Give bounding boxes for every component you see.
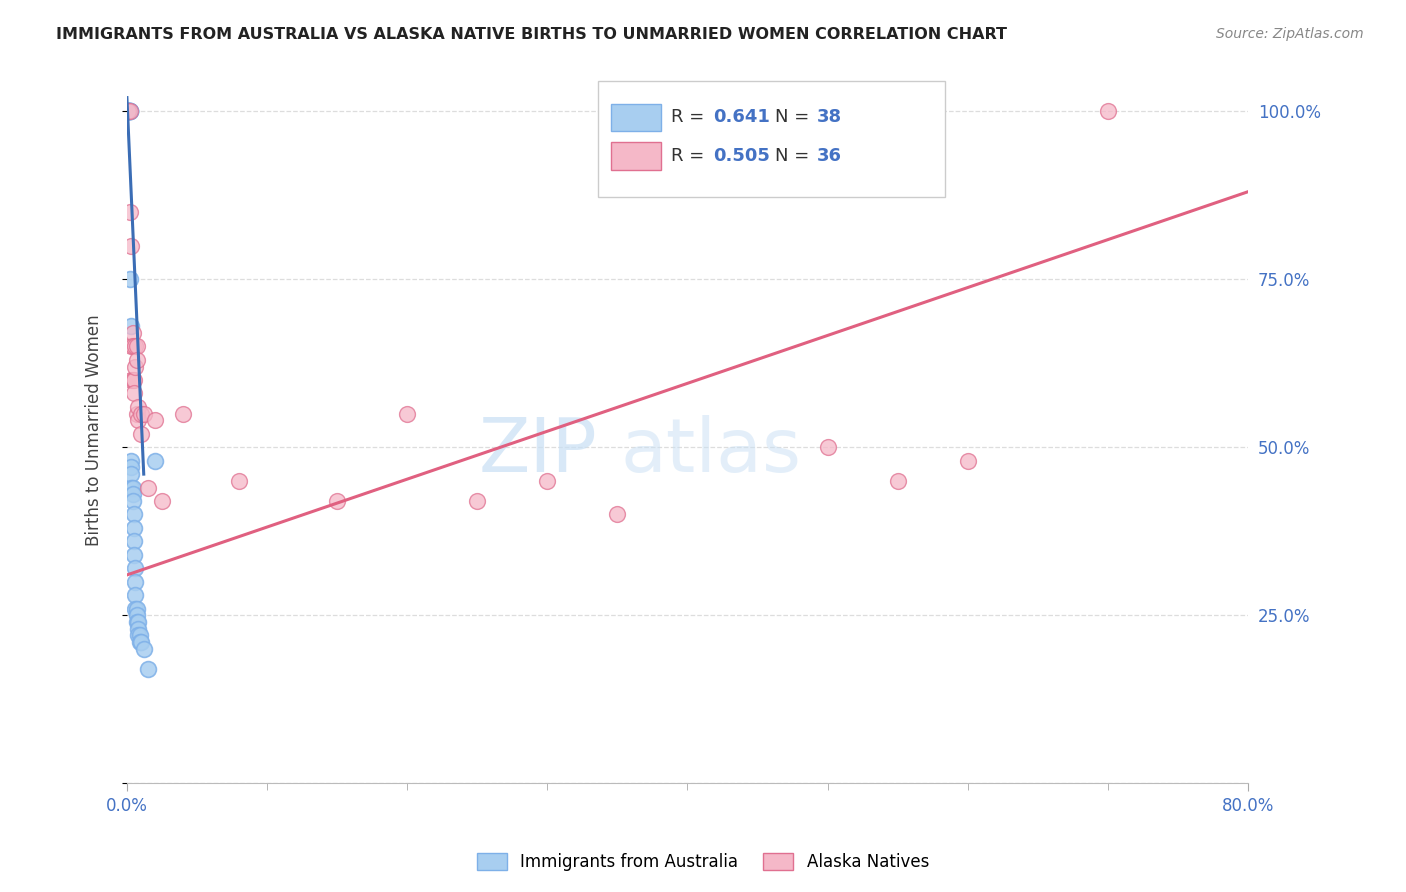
FancyBboxPatch shape xyxy=(612,143,661,169)
Point xyxy=(122,386,145,401)
Point xyxy=(125,608,148,623)
Point xyxy=(118,104,141,119)
Point xyxy=(136,662,159,676)
Point xyxy=(125,352,148,367)
Point xyxy=(117,104,139,119)
Point xyxy=(121,339,143,353)
Point xyxy=(117,104,139,119)
Point xyxy=(132,407,155,421)
FancyBboxPatch shape xyxy=(598,81,945,197)
Point xyxy=(143,453,166,467)
Point xyxy=(956,453,979,467)
Point xyxy=(129,635,152,649)
Point xyxy=(118,104,141,119)
Point xyxy=(121,494,143,508)
Text: ZIP: ZIP xyxy=(479,415,598,488)
Point xyxy=(228,474,250,488)
Point xyxy=(120,339,142,353)
Point xyxy=(122,373,145,387)
Point xyxy=(124,359,146,374)
Point xyxy=(124,601,146,615)
Point xyxy=(129,426,152,441)
Point xyxy=(886,474,908,488)
Text: 36: 36 xyxy=(817,147,841,165)
Text: Source: ZipAtlas.com: Source: ZipAtlas.com xyxy=(1216,27,1364,41)
Point xyxy=(120,453,142,467)
Point xyxy=(120,319,142,334)
Point xyxy=(120,238,142,252)
Point xyxy=(117,104,139,119)
Point xyxy=(120,481,142,495)
Y-axis label: Births to Unmarried Women: Births to Unmarried Women xyxy=(86,315,103,546)
Point xyxy=(127,413,149,427)
Point xyxy=(124,561,146,575)
Point xyxy=(118,104,141,119)
Point xyxy=(118,272,141,286)
Point xyxy=(606,508,628,522)
Point xyxy=(122,508,145,522)
Point xyxy=(1097,104,1119,119)
Point xyxy=(817,440,839,454)
Point xyxy=(465,494,488,508)
Point xyxy=(127,622,149,636)
Text: IMMIGRANTS FROM AUSTRALIA VS ALASKA NATIVE BIRTHS TO UNMARRIED WOMEN CORRELATION: IMMIGRANTS FROM AUSTRALIA VS ALASKA NATI… xyxy=(56,27,1007,42)
Point xyxy=(122,548,145,562)
Point xyxy=(396,407,419,421)
Point xyxy=(117,104,139,119)
Point xyxy=(124,339,146,353)
Point xyxy=(121,326,143,340)
Point xyxy=(122,521,145,535)
Text: atlas: atlas xyxy=(620,415,801,488)
Point xyxy=(127,615,149,629)
Point xyxy=(129,407,152,421)
Point xyxy=(125,407,148,421)
Point xyxy=(143,413,166,427)
Text: R =: R = xyxy=(671,108,710,126)
Point xyxy=(121,487,143,501)
Point xyxy=(125,339,148,353)
Text: N =: N = xyxy=(775,147,815,165)
Point xyxy=(118,104,141,119)
Point xyxy=(128,628,150,642)
Point xyxy=(127,628,149,642)
Point xyxy=(150,494,173,508)
Point xyxy=(122,534,145,549)
Legend: Immigrants from Australia, Alaska Natives: Immigrants from Australia, Alaska Native… xyxy=(468,845,938,880)
Point xyxy=(125,601,148,615)
Point xyxy=(118,104,141,119)
Point xyxy=(124,574,146,589)
Point xyxy=(128,635,150,649)
Point xyxy=(117,104,139,119)
Text: 38: 38 xyxy=(817,108,842,126)
Point xyxy=(121,373,143,387)
Text: R =: R = xyxy=(671,147,710,165)
Point xyxy=(326,494,349,508)
FancyBboxPatch shape xyxy=(612,103,661,131)
Point xyxy=(121,481,143,495)
Text: N =: N = xyxy=(775,108,815,126)
Point xyxy=(125,615,148,629)
Point xyxy=(136,481,159,495)
Point xyxy=(120,467,142,482)
Point xyxy=(118,205,141,219)
Point xyxy=(172,407,194,421)
Text: 0.505: 0.505 xyxy=(713,147,770,165)
Point xyxy=(117,104,139,119)
Point xyxy=(120,373,142,387)
Point xyxy=(536,474,558,488)
Text: 0.641: 0.641 xyxy=(713,108,770,126)
Point xyxy=(120,460,142,475)
Point xyxy=(124,588,146,602)
Point xyxy=(127,400,149,414)
Point xyxy=(132,641,155,656)
